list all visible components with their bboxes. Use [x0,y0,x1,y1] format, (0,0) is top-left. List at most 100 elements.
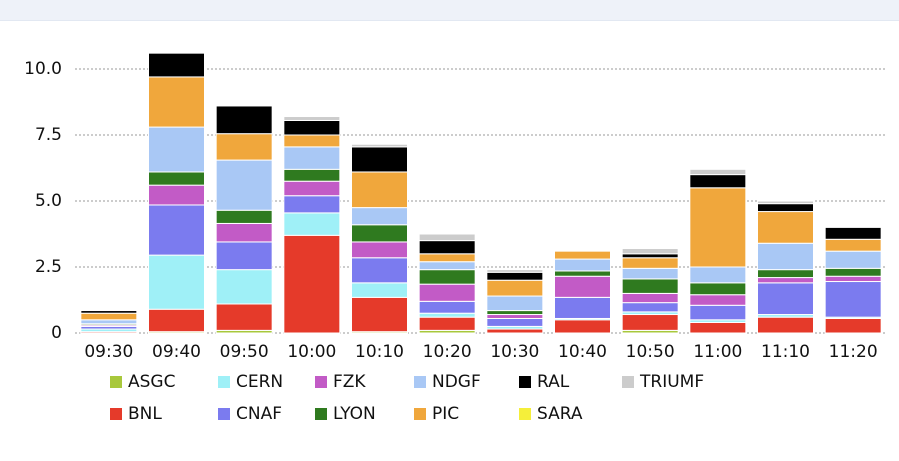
x-tick-label: 10:10 [355,342,404,362]
bar-segment [757,203,814,213]
bar-segment [757,277,814,284]
bar-segment [689,187,747,268]
x-tick-label: 10:50 [626,342,675,362]
x-tick-label: 09:50 [220,342,269,362]
bar-segment [621,314,679,331]
x-tick-label: 11:10 [761,342,810,362]
bar-segment [689,321,747,334]
bar-segment [757,316,814,334]
bar-segment [554,319,611,334]
bar-segment [554,250,611,260]
bar-segment [689,266,747,284]
x-tick-label: 09:30 [84,342,133,362]
y-tick-label: 0 [51,323,62,343]
bar-segment [351,282,408,298]
bar-segment [80,310,138,314]
bar-segment [215,303,273,331]
bar-segment [418,312,476,318]
legend-label: PIC [432,404,459,424]
bar-segment [486,279,544,297]
bar-segment [486,310,544,316]
x-tick-label: 10:20 [423,342,472,362]
y-tick-label: 7.5 [35,125,62,145]
bar-segment [283,134,341,148]
legend-label: BNL [128,404,162,424]
x-tick-label: 10:00 [287,342,336,362]
bar-segment [418,316,476,331]
bar-segment [283,180,341,197]
legend-swatch [414,408,426,420]
bar-segment [486,328,544,334]
legend-label: CNAF [236,404,282,424]
x-tick-label: 11:00 [693,342,742,362]
bar-segment [215,133,273,161]
bar-segment [283,116,341,121]
legend-swatch [315,408,327,420]
legend-swatch [218,408,230,420]
bar-segment [283,168,341,182]
x-tick-label: 10:40 [558,342,607,362]
bar-segment [824,238,882,252]
bar-segment [351,224,408,243]
bar-segment [689,174,747,189]
bar-segment [148,52,205,78]
bar-segment [418,283,476,302]
bar-segment [215,269,273,305]
bar-segment [351,143,408,148]
bar-segment [757,269,814,279]
bar-segment [824,281,882,318]
bar-segment [148,126,205,173]
bar-segment [486,314,544,319]
bar-segment [757,200,814,205]
bar-segment [148,171,205,186]
bar-segment [621,253,679,259]
bar-segment [621,302,679,313]
bar-segment [351,207,408,226]
bar-segment [486,317,544,327]
legend-label: FZK [333,372,366,392]
legend-swatch [110,408,122,420]
bar-segment [283,195,341,214]
bar-segment [554,296,611,319]
bar-segment [351,296,408,333]
legend-swatch [315,376,327,388]
legend-swatch [519,376,531,388]
bar-segment [215,241,273,271]
bar-segment [621,257,679,269]
legend-label: TRIUMF [639,372,704,392]
legend-label: NDGF [432,372,481,392]
bar-segment [486,269,544,273]
bar-segment [757,242,814,271]
bar-segment [554,258,611,272]
bar-segment [418,261,476,271]
bar-segment [148,254,205,310]
bar-segment [283,212,341,236]
bar-segment [351,257,408,284]
bar-segment [486,295,544,312]
bar-segment [215,159,273,211]
y-tick-label: 5.0 [35,191,62,211]
bar-segment [351,241,408,259]
bar-segment [418,233,476,242]
bar-segment [283,119,341,136]
bar-segment [757,211,814,244]
y-tick-label: 2.5 [35,257,62,277]
bar-segment [689,294,747,306]
bar-segment [80,319,138,325]
top-bar [0,0,899,21]
bar-segment [621,267,679,280]
bar-segment [824,226,882,240]
bar-segment [824,250,882,269]
bar-segment [351,146,408,173]
x-tick-label: 10:30 [490,342,539,362]
bar-segment [824,317,882,334]
bar-segment [215,209,273,224]
bar-segment [689,168,747,176]
bar-segment [148,76,205,128]
bar-segment [621,278,679,294]
bar-segment [283,234,341,334]
legend-label: SARA [537,404,583,424]
bar-segment [554,270,611,277]
legend-swatch [622,376,634,388]
